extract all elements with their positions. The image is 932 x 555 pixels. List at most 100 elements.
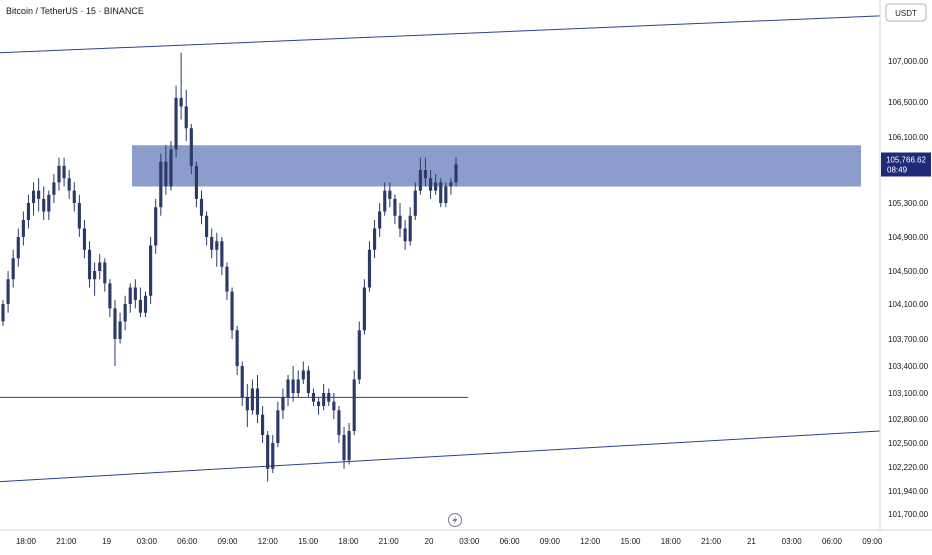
x-tick-label: 18:00 [16,537,37,546]
candle [199,190,204,225]
x-tick-label: 21:00 [56,537,77,546]
x-tick-label: 09:00 [540,537,561,546]
candle [398,203,402,237]
candle [434,174,438,195]
candle [245,384,249,427]
candle [383,182,387,216]
x-tick-label: 09:00 [862,537,883,546]
currency-label: USDT [895,9,917,18]
candle [327,388,331,406]
trendline[interactable] [0,430,881,483]
y-tick-label: 104,500.00 [888,267,929,276]
candle [205,211,209,246]
candle [98,254,102,280]
candle [149,237,153,304]
candle [423,157,428,187]
candle [189,123,193,175]
candle [210,228,214,259]
y-tick-label: 101,700.00 [888,510,929,519]
y-tick-label: 102,500.00 [888,439,929,448]
candle [164,145,168,195]
x-tick-label: 03:00 [137,537,158,546]
candle [362,279,366,335]
candle [266,431,270,482]
candle [31,182,36,216]
candle [444,182,448,208]
candle [87,241,92,288]
y-tick-label: 103,700.00 [888,335,929,344]
candle [403,220,407,250]
candle [47,190,51,220]
candle [220,237,224,276]
candle [347,423,351,465]
candle [372,220,377,259]
y-tick-label: 103,400.00 [888,362,929,371]
candle [52,174,56,203]
candle [367,241,372,292]
candle [108,279,112,318]
candle [322,384,326,411]
candle [332,393,336,419]
candle [72,182,76,212]
candle [230,287,234,339]
candle [306,366,310,398]
y-tick-label: 106,500.00 [888,98,929,107]
candle [128,283,132,313]
price-axis-panel[interactable] [880,0,932,550]
candle [118,312,122,344]
candle [143,291,148,318]
candle [194,161,198,208]
candle [276,401,280,448]
candle [225,262,229,300]
candle [311,388,316,406]
candle [342,427,346,469]
candle [133,279,137,309]
symbol-title[interactable]: Bitcoin / TetherUS · 15 · BINANCE [6,6,144,16]
candle [103,258,107,292]
candle [261,406,265,443]
supply-zone[interactable] [132,145,861,187]
x-tick-label: 18:00 [661,537,682,546]
candle [93,262,97,296]
trendline[interactable] [0,15,881,54]
x-tick-label: 06:00 [822,537,843,546]
candle [449,178,453,195]
y-tick-label: 102,800.00 [888,415,929,424]
candle [286,375,290,406]
candle [454,157,458,187]
y-tick-label: 102,220.00 [888,463,929,472]
x-tick-label: 18:00 [338,537,359,546]
candle [316,397,321,415]
x-tick-label: 12:00 [580,537,601,546]
candle [388,182,392,208]
candle [393,194,397,225]
x-tick-label: 21 [747,537,756,546]
y-tick-label: 105,300.00 [888,199,929,208]
candle [42,186,46,220]
candle [174,85,178,158]
candle [337,406,341,443]
candle [439,178,443,208]
currency-button[interactable]: USDT [885,3,927,22]
candle [6,271,10,313]
x-tick-label: 15:00 [620,537,641,546]
candle [21,211,25,246]
x-tick-label: 12:00 [258,537,279,546]
candle [352,370,356,435]
candle [26,194,31,229]
candle [57,157,61,191]
y-tick-label: 104,900.00 [888,233,929,242]
candle [428,170,433,199]
candle [378,203,382,237]
lightning-icon[interactable] [448,513,462,527]
candle [215,232,219,267]
last-price-badge: 105,766.62 08:49 [881,152,931,177]
candle [235,325,239,375]
candle [281,388,285,419]
y-tick-label: 101,940.00 [888,487,929,496]
y-tick-label: 106,100.00 [888,133,929,142]
x-tick-label: 06:00 [177,537,198,546]
candle [184,89,188,142]
